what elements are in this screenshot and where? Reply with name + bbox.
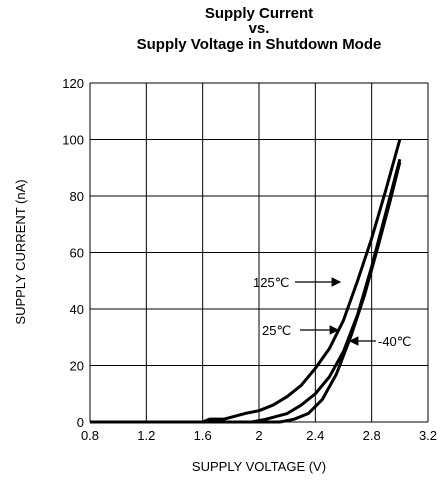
annotation: 25℃ bbox=[262, 323, 291, 338]
chart-title: Supply Voltage in Shutdown Mode bbox=[137, 36, 382, 53]
x-tick-label: 1.2 bbox=[137, 428, 155, 443]
y-tick-label: 0 bbox=[77, 415, 84, 430]
chart-title: Supply Current bbox=[205, 5, 313, 22]
series-line bbox=[90, 139, 402, 424]
x-tick-label: 0.8 bbox=[81, 428, 99, 443]
chart-title: vs. bbox=[249, 20, 270, 37]
annotation: 125℃ bbox=[253, 275, 289, 290]
y-tick-label: 40 bbox=[70, 302, 84, 317]
x-tick-label: 2.4 bbox=[306, 428, 324, 443]
lines bbox=[90, 139, 402, 424]
y-tick-label: 60 bbox=[70, 246, 84, 261]
annotation: -40℃ bbox=[378, 334, 411, 349]
x-tick-label: 2 bbox=[255, 428, 262, 443]
series-line bbox=[90, 161, 402, 424]
grid bbox=[89, 82, 429, 423]
y-tick-label: 20 bbox=[70, 359, 84, 374]
x-tick-label: 1.6 bbox=[194, 428, 212, 443]
x-tick-label: 3.2 bbox=[419, 428, 437, 443]
x-tick-label: 2.8 bbox=[363, 428, 381, 443]
y-tick-label: 100 bbox=[62, 133, 84, 148]
y-tick-label: 80 bbox=[70, 189, 84, 204]
x-axis-label: SUPPLY VOLTAGE (V) bbox=[192, 459, 326, 474]
y-axis-label: SUPPLY CURRENT (nA) bbox=[13, 179, 28, 324]
y-tick-label: 120 bbox=[62, 76, 84, 91]
